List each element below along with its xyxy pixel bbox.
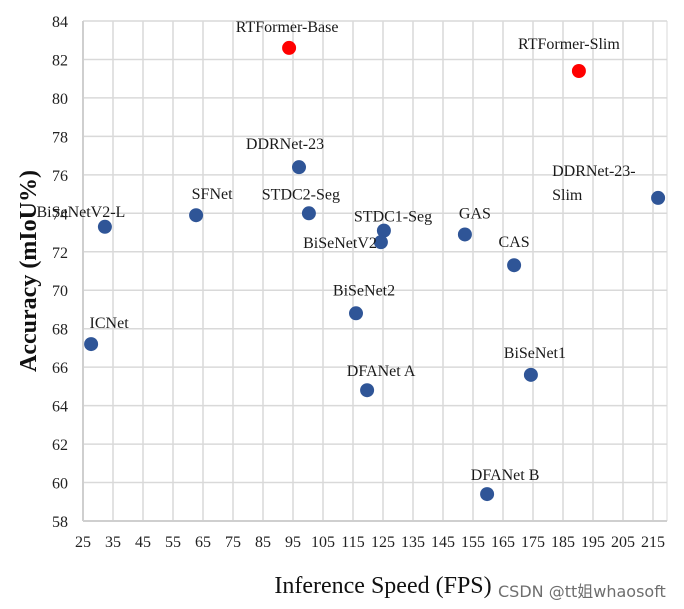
data-point xyxy=(282,40,297,55)
y-tick-label: 60 xyxy=(52,476,68,493)
x-tick-label: 85 xyxy=(255,534,271,551)
data-point xyxy=(97,219,112,234)
x-tick-label: 155 xyxy=(461,534,485,551)
data-point xyxy=(571,64,586,78)
data-point xyxy=(301,206,316,221)
x-tick-label: 55 xyxy=(165,534,181,551)
data-point xyxy=(376,223,391,238)
x-tick-label: 45 xyxy=(135,534,151,551)
y-axis-title: Accuracy (mIoU%) xyxy=(16,170,42,372)
point-label: STDC1-Seg xyxy=(354,209,432,226)
point-label: RTFormer-Slim xyxy=(518,36,620,53)
data-point xyxy=(349,306,363,321)
x-tick-label: 195 xyxy=(581,534,605,551)
point-label: DFANet B xyxy=(471,467,540,484)
x-tick-label: 175 xyxy=(521,534,545,551)
y-tick-label: 70 xyxy=(52,283,68,300)
y-tick-label: 78 xyxy=(52,129,68,146)
data-point xyxy=(651,190,666,205)
y-tick-label: 76 xyxy=(52,168,68,185)
point-label-line2: Slim xyxy=(552,187,583,204)
data-point xyxy=(189,208,204,223)
point-label: DDRNet-23 xyxy=(246,136,324,153)
data-point xyxy=(507,258,522,273)
x-tick-label: 65 xyxy=(195,534,211,551)
point-label: CAS xyxy=(499,234,530,251)
x-tick-label: 35 xyxy=(105,534,121,551)
x-tick-label: 75 xyxy=(225,534,241,551)
point-label: BiSeNetV2 xyxy=(303,235,377,252)
point-label: BiSeNet1 xyxy=(504,345,566,362)
y-tick-label: 68 xyxy=(52,322,68,339)
x-tick-labels: 25 35 45 55 65 75 85 95 105 115 125 135 145 155 165 175… xyxy=(75,534,665,551)
point-label: DFANet A xyxy=(347,363,416,380)
x-tick-label: 125 xyxy=(371,534,395,551)
x-tick-label: 165 xyxy=(491,534,515,551)
x-tick-label: 135 xyxy=(401,534,425,551)
x-tick-label: 105 xyxy=(311,534,335,551)
data-point xyxy=(84,337,99,352)
data-point xyxy=(457,227,472,242)
y-tick-label: 84 xyxy=(52,14,68,31)
point-label: DDRNet-23- xyxy=(552,163,636,180)
y-tick-label: 66 xyxy=(52,360,68,377)
point-label: BiSeNetV2-L xyxy=(36,204,125,221)
y-tick-label: 62 xyxy=(52,437,68,454)
y-tick-label: 58 xyxy=(52,514,68,531)
x-tick-label: 115 xyxy=(341,534,364,551)
data-points xyxy=(84,40,666,502)
x-tick-label: 145 xyxy=(431,534,455,551)
x-tick-label: 185 xyxy=(551,534,575,551)
y-tick-label: 64 xyxy=(52,399,68,416)
y-tick-labels: 58 60 62 64 66 68 70 72 74 76 78 80 82 84 xyxy=(52,14,68,531)
x-tick-label: 205 xyxy=(611,534,635,551)
data-point xyxy=(373,235,388,250)
grid xyxy=(82,20,668,522)
y-tick-label: 82 xyxy=(52,52,68,69)
data-point xyxy=(360,383,375,398)
point-label: GAS xyxy=(459,205,491,222)
data-point xyxy=(523,367,538,382)
y-tick-label: 80 xyxy=(52,91,68,108)
x-tick-label: 95 xyxy=(285,534,301,551)
x-tick-label: 215 xyxy=(641,534,665,551)
point-label: STDC2-Seg xyxy=(262,186,340,203)
point-labels: RTFormer-Base RTFormer-Slim DDRNet-23 DDRNe… xyxy=(36,19,635,484)
point-label: RTFormer-Base xyxy=(236,19,339,36)
data-point xyxy=(480,487,495,502)
point-label: BiSeNet2 xyxy=(333,282,395,299)
point-label: ICNet xyxy=(90,315,130,332)
x-axis-title: Inference Speed (FPS) xyxy=(274,573,491,599)
watermark: CSDN @tt姐whaosoft xyxy=(498,582,666,601)
y-tick-label: 74 xyxy=(52,206,68,223)
y-tick-label: 72 xyxy=(52,245,68,262)
point-label: SFNet xyxy=(192,186,233,203)
data-point xyxy=(292,160,306,175)
x-tick-label: 25 xyxy=(75,534,91,551)
